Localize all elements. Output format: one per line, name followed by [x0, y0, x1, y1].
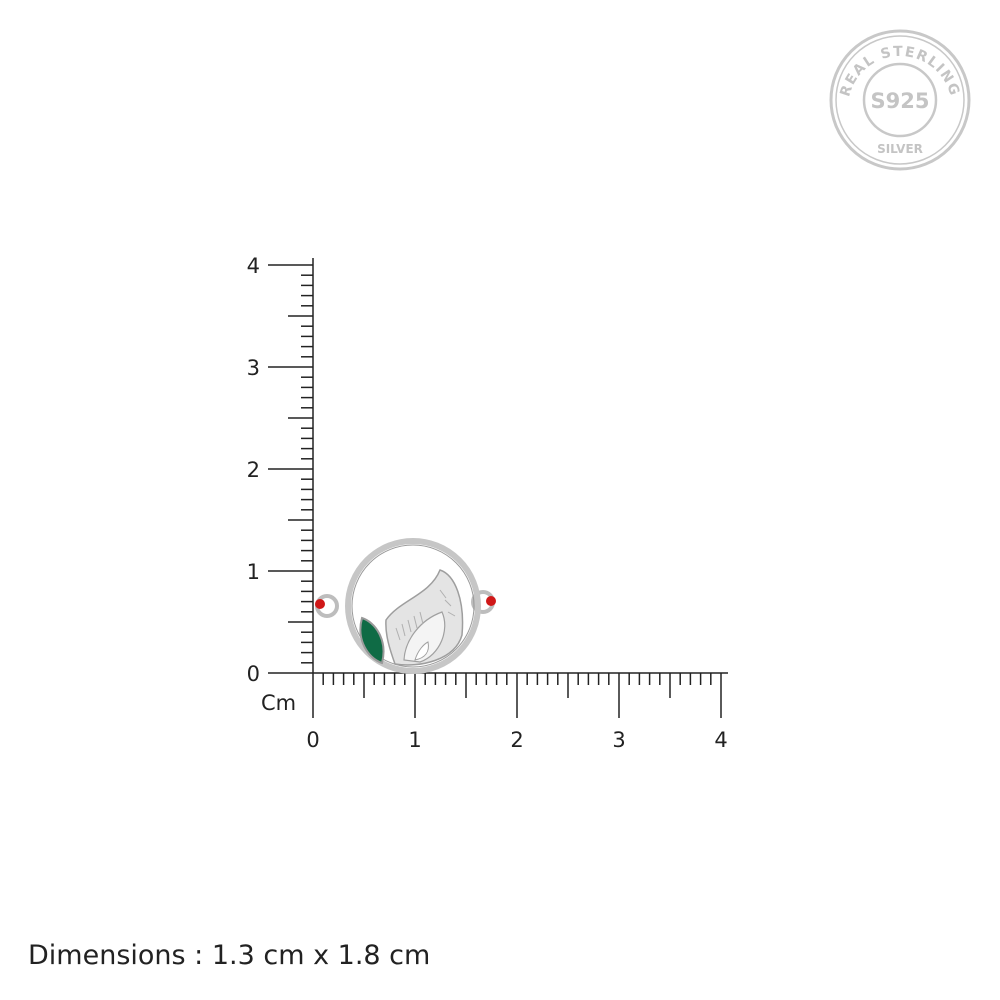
seal-bottom-text: SILVER [877, 142, 923, 156]
x-tick-label: 2 [510, 728, 523, 752]
seal-center-text: S925 [871, 89, 930, 113]
pendant-ring [345, 538, 481, 674]
unit-label: Cm [261, 691, 296, 715]
y-tick-label: 2 [247, 458, 260, 482]
sterling-silver-seal: REAL STERLING S925 SILVER [829, 29, 971, 171]
y-tick-label: 4 [247, 254, 260, 278]
x-tick-label: 3 [612, 728, 625, 752]
dimensions-text: Dimensions : 1.3 cm x 1.8 cm [28, 940, 431, 971]
y-tick-label: 0 [247, 662, 260, 686]
green-stone [359, 616, 385, 665]
y-tick-label: 3 [247, 356, 260, 380]
x-tick-label: 0 [306, 728, 319, 752]
ruler [268, 258, 728, 718]
pendant [315, 538, 496, 674]
x-tick-label: 1 [408, 728, 421, 752]
right-bead [486, 596, 496, 606]
left-bead [315, 599, 325, 609]
y-tick-label: 1 [247, 560, 260, 584]
x-tick-label: 4 [714, 728, 727, 752]
